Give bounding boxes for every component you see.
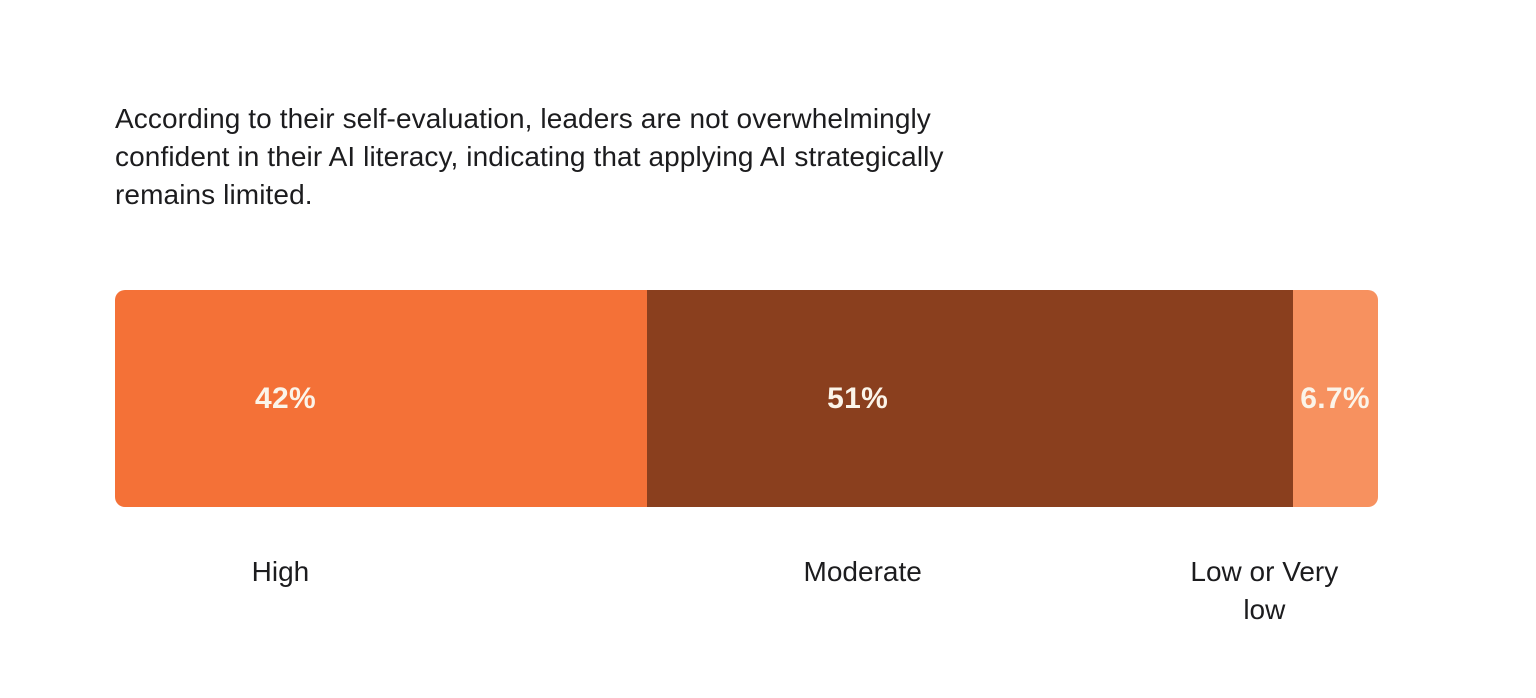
category-axis: High Moderate Low or Very low — [115, 553, 1378, 653]
chart-title-line-1: According to their self-evaluation, lead… — [115, 103, 931, 134]
bar-segment-low-or-very-low — [1293, 290, 1378, 507]
chart-title: According to their self-evaluation, lead… — [115, 100, 1035, 214]
stacked-bar — [115, 290, 1378, 507]
bar-segment-moderate — [647, 290, 1294, 507]
chart-title-line-2: confident in their AI literacy, indicati… — [115, 141, 944, 172]
category-label-moderate: Moderate — [803, 556, 922, 587]
category-label-high: High — [251, 556, 310, 587]
category-label-low-or-very-low: Low or Very low — [1190, 556, 1339, 625]
chart-title-line-3: remains limited. — [115, 179, 313, 210]
bar-segment-high — [115, 290, 648, 507]
